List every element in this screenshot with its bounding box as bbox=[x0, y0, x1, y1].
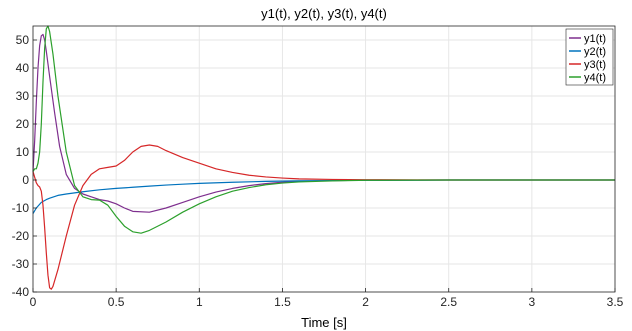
y-tick-label: 0 bbox=[22, 173, 29, 187]
y-tick-label: -10 bbox=[12, 201, 30, 215]
y-tick-label: 30 bbox=[16, 89, 30, 103]
y-tick-label: -40 bbox=[12, 285, 30, 299]
legend-label-1: y1(t) bbox=[584, 33, 606, 45]
series-lines bbox=[32, 25, 615, 290]
y-tick-label: 40 bbox=[16, 61, 30, 75]
series-line-3 bbox=[32, 144, 615, 290]
y-tick-label: -30 bbox=[12, 257, 30, 271]
legend-label-3: y3(t) bbox=[584, 59, 606, 71]
y-tick-label: 50 bbox=[16, 33, 30, 47]
series-line-1 bbox=[32, 33, 615, 213]
series-line-4 bbox=[32, 25, 615, 234]
plot-background bbox=[33, 26, 615, 292]
x-tick-label: 0.5 bbox=[108, 295, 125, 309]
x-axis-label: Time [s] bbox=[301, 315, 347, 330]
x-tick-label: 0 bbox=[30, 295, 37, 309]
x-tick-label: 2 bbox=[362, 295, 369, 309]
y-tick-label: 10 bbox=[16, 145, 30, 159]
chart-title: y1(t), y2(t), y3(t), y4(t) bbox=[261, 6, 387, 21]
y-tick-label: 20 bbox=[16, 117, 30, 131]
y-axis-ticks: -40 -30 -20 -10 0 10 20 30 40 50 bbox=[12, 33, 37, 299]
x-tick-label: 3.5 bbox=[607, 295, 624, 309]
legend: y1(t)y2(t)y3(t)y4(t) bbox=[565, 28, 614, 86]
legend-label-4: y4(t) bbox=[584, 72, 606, 84]
plot-frame bbox=[32, 25, 616, 293]
x-axis-ticks: 0 0.5 1 1.5 2 2.5 3 3.5 bbox=[30, 288, 624, 309]
x-tick-label: 2.5 bbox=[440, 295, 457, 309]
x-tick-label: 1 bbox=[196, 295, 203, 309]
legend-label-2: y2(t) bbox=[584, 46, 606, 58]
x-tick-label: 3 bbox=[529, 295, 536, 309]
x-tick-label: 1.5 bbox=[274, 295, 291, 309]
y-tick-label: -20 bbox=[12, 229, 30, 243]
